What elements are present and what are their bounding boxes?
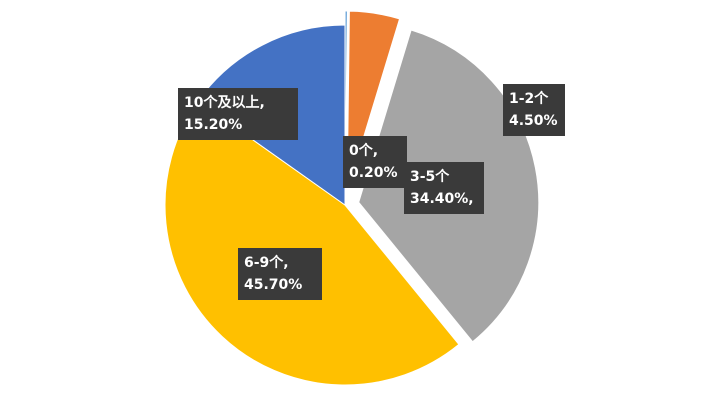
category-label: 0个, bbox=[349, 142, 378, 159]
value-label: 0.20% bbox=[349, 165, 398, 181]
category-label: 3-5个 bbox=[410, 168, 450, 185]
pie-slice bbox=[164, 100, 460, 386]
label-box bbox=[404, 162, 484, 214]
value-label: 15.20% bbox=[184, 117, 242, 133]
pie-slice bbox=[344, 10, 348, 192]
label-box bbox=[178, 88, 298, 140]
label-box bbox=[238, 248, 322, 300]
label-box bbox=[343, 136, 407, 188]
label-box bbox=[503, 84, 565, 136]
category-label: 10个及以上, bbox=[184, 94, 265, 111]
value-label: 45.70% bbox=[244, 277, 302, 293]
category-label: 6-9个, bbox=[244, 254, 289, 271]
category-label: 1-2个 bbox=[509, 90, 549, 107]
value-label: 34.40%, bbox=[410, 191, 474, 207]
value-label: 4.50% bbox=[509, 113, 558, 129]
